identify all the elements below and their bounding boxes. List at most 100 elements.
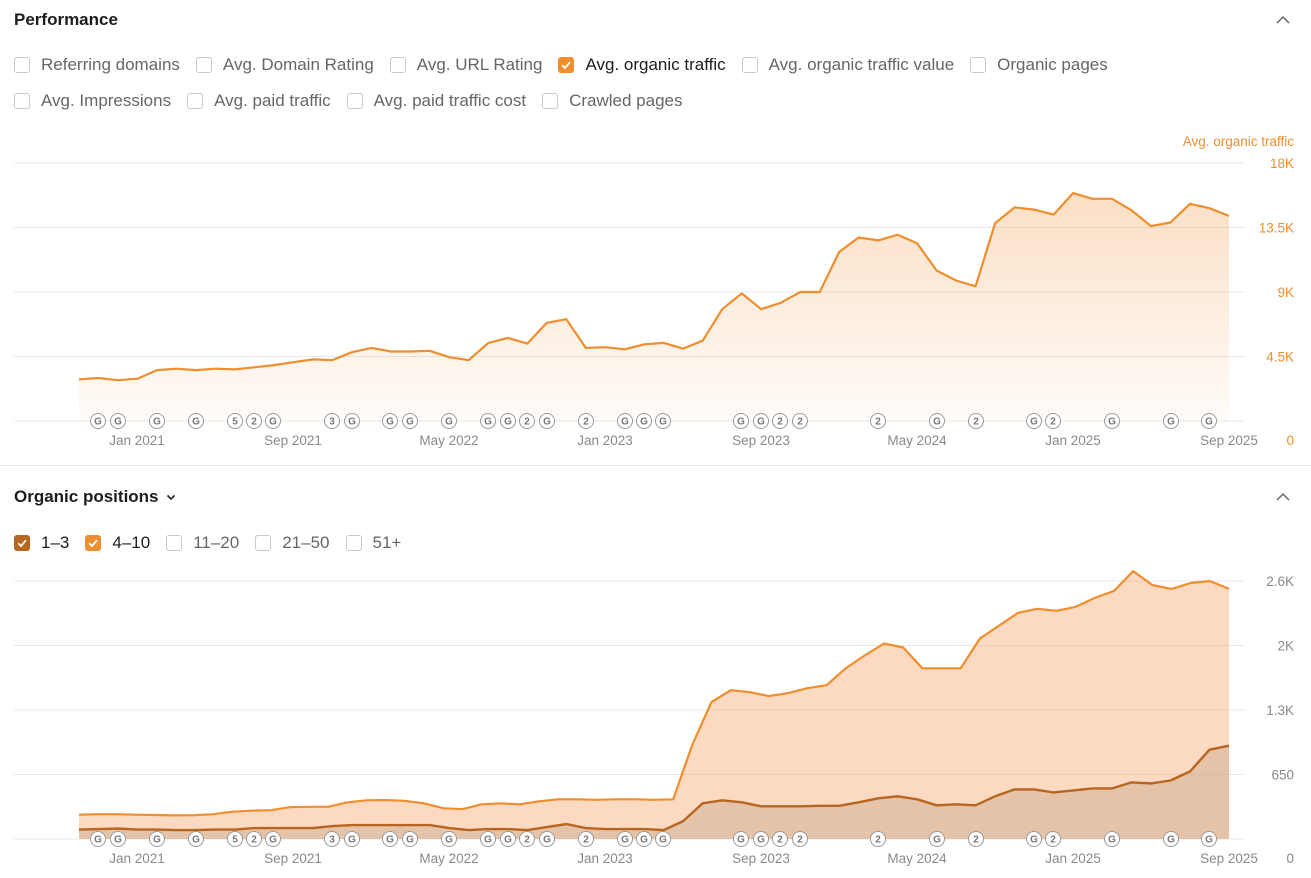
checkbox-empty-icon: [195, 57, 212, 73]
google-update-marker[interactable]: G: [480, 413, 496, 429]
annotation-count-marker[interactable]: 5: [227, 413, 243, 429]
annotation-label: 2: [524, 417, 530, 428]
google-update-marker[interactable]: G: [441, 413, 457, 429]
google-update-marker[interactable]: G: [402, 831, 418, 847]
google-update-marker[interactable]: G: [441, 831, 457, 847]
google-update-marker[interactable]: G: [1104, 831, 1120, 847]
google-update-marker[interactable]: G: [344, 413, 360, 429]
google-update-marker[interactable]: G: [1026, 831, 1042, 847]
google-update-marker[interactable]: G: [265, 831, 281, 847]
google-update-marker[interactable]: G: [655, 413, 671, 429]
checkbox-21-50[interactable]: 21–50: [255, 533, 330, 553]
checkbox-11-20[interactable]: 11–20: [166, 533, 239, 553]
x-tick-label: Jan 2025: [1045, 851, 1101, 866]
checkbox-avg-domain-rating[interactable]: Avg. Domain Rating: [195, 55, 374, 75]
google-update-marker[interactable]: G: [1104, 413, 1120, 429]
annotation-count-marker[interactable]: 2: [246, 831, 262, 847]
checkbox-avg-paid-traffic-cost[interactable]: Avg. paid traffic cost: [346, 91, 526, 111]
google-update-marker[interactable]: G: [1163, 413, 1179, 429]
annotation-count-marker[interactable]: 2: [968, 831, 984, 847]
google-update-marker[interactable]: G: [402, 413, 418, 429]
annotation-count-marker[interactable]: 3: [324, 831, 340, 847]
checkbox-4-10[interactable]: 4–10: [85, 533, 150, 553]
annotation-label: 2: [777, 417, 783, 428]
google-update-marker[interactable]: G: [617, 831, 633, 847]
performance-metrics-row1: Referring domains Avg. Domain Rating Avg. …: [14, 55, 1124, 75]
x-tick-label: Sep 2025: [1200, 433, 1258, 448]
annotation-count-marker[interactable]: 2: [870, 413, 886, 429]
checkbox-referring-domains[interactable]: Referring domains: [14, 55, 180, 75]
annotation-count-marker[interactable]: 2: [772, 413, 788, 429]
annotation-count-marker[interactable]: 2: [1045, 413, 1061, 429]
google-update-marker[interactable]: G: [539, 831, 555, 847]
checkbox-label: 4–10: [112, 533, 151, 552]
checkbox-51[interactable]: 51+: [345, 533, 401, 553]
annotation-count-marker[interactable]: 2: [772, 831, 788, 847]
annotation-count-marker[interactable]: 2: [519, 413, 535, 429]
annotation-label: 2: [1050, 417, 1056, 428]
annotation-count-marker[interactable]: 2: [519, 831, 535, 847]
annotation-label: 2: [1050, 835, 1056, 846]
google-update-marker[interactable]: G: [753, 831, 769, 847]
google-update-marker[interactable]: G: [733, 413, 749, 429]
organic-positions-dropdown[interactable]: Organic positions: [14, 487, 177, 507]
google-update-marker[interactable]: G: [733, 831, 749, 847]
checkbox-avg-url-rating[interactable]: Avg. URL Rating: [389, 55, 542, 75]
series-line-avg-organic-traffic[interactable]: [78, 192, 1230, 382]
annotation-label: G: [737, 835, 745, 846]
google-update-marker[interactable]: G: [265, 413, 281, 429]
collapse-performance-button[interactable]: [1273, 10, 1293, 30]
series-area-avg-organic-traffic: [79, 193, 1229, 421]
annotation-count-marker[interactable]: 5: [227, 831, 243, 847]
checkbox-crawled-pages[interactable]: Crawled pages: [542, 91, 683, 111]
annotation-count-marker[interactable]: 2: [792, 413, 808, 429]
checkbox-avg-impressions[interactable]: Avg. Impressions: [14, 91, 171, 111]
google-update-marker[interactable]: G: [539, 413, 555, 429]
checkbox-avg-paid-traffic[interactable]: Avg. paid traffic: [187, 91, 331, 111]
checkbox-avg-organic-traffic-value[interactable]: Avg. organic traffic value: [741, 55, 954, 75]
google-update-marker[interactable]: G: [1201, 831, 1217, 847]
google-update-marker[interactable]: G: [382, 413, 398, 429]
x-tick-label: Sep 2023: [732, 433, 790, 448]
annotation-count-marker[interactable]: 2: [1045, 831, 1061, 847]
google-update-marker[interactable]: G: [655, 831, 671, 847]
series-line-1-3[interactable]: [78, 744, 1230, 832]
annotation-count-marker[interactable]: 2: [578, 831, 594, 847]
google-update-marker[interactable]: G: [149, 413, 165, 429]
collapse-positions-button[interactable]: [1273, 487, 1293, 507]
google-update-marker[interactable]: G: [636, 413, 652, 429]
annotation-count-marker[interactable]: 2: [968, 413, 984, 429]
google-update-marker[interactable]: G: [929, 413, 945, 429]
google-update-marker[interactable]: G: [1201, 413, 1217, 429]
google-update-marker[interactable]: G: [636, 831, 652, 847]
google-update-marker[interactable]: G: [110, 413, 126, 429]
google-update-marker[interactable]: G: [90, 413, 106, 429]
series-line-4-10[interactable]: [78, 570, 1230, 817]
annotation-count-marker[interactable]: 3: [324, 413, 340, 429]
google-update-marker[interactable]: G: [480, 831, 496, 847]
annotation-count-marker[interactable]: 2: [792, 831, 808, 847]
google-update-marker[interactable]: G: [90, 831, 106, 847]
google-update-marker[interactable]: G: [500, 831, 516, 847]
annotation-count-marker[interactable]: 2: [870, 831, 886, 847]
checkbox-avg-organic-traffic[interactable]: Avg. organic traffic: [558, 55, 726, 75]
google-update-marker[interactable]: G: [1026, 413, 1042, 429]
checkbox-1-3[interactable]: 1–3: [14, 533, 69, 553]
google-update-marker[interactable]: G: [149, 831, 165, 847]
google-update-marker[interactable]: G: [617, 413, 633, 429]
google-update-marker[interactable]: G: [110, 831, 126, 847]
annotation-count-marker[interactable]: 2: [578, 413, 594, 429]
google-update-marker[interactable]: G: [344, 831, 360, 847]
google-update-marker[interactable]: G: [188, 413, 204, 429]
google-update-marker[interactable]: G: [929, 831, 945, 847]
annotation-count-marker[interactable]: 2: [246, 413, 262, 429]
annotation-label: G: [94, 835, 102, 846]
google-update-marker[interactable]: G: [382, 831, 398, 847]
google-update-marker[interactable]: G: [753, 413, 769, 429]
google-update-marker[interactable]: G: [188, 831, 204, 847]
google-update-marker[interactable]: G: [1163, 831, 1179, 847]
checkbox-organic-pages[interactable]: Organic pages: [970, 55, 1108, 75]
organic-positions-chart: 0 650 1.3K 2K 2.6K Jan 2021 Sep 2021 May 2022 Ja…: [14, 570, 1294, 866]
x-tick-label: Jan 2025: [1045, 433, 1101, 448]
google-update-marker[interactable]: G: [500, 413, 516, 429]
